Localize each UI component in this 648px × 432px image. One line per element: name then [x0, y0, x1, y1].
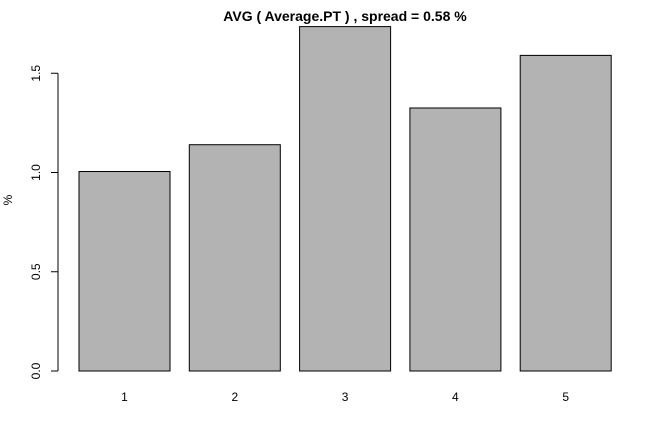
x-tick-label: 3: [342, 390, 349, 404]
x-tick-label: 4: [452, 390, 459, 404]
x-tick-label: 5: [562, 390, 569, 404]
chart-title: AVG ( Average.PT ) , spread = 0.58 %: [223, 8, 467, 24]
x-tick-labels: 1 2 3 4 5: [121, 390, 569, 404]
bars-group: [78, 26, 612, 372]
y-tick-label: 1.5: [29, 65, 43, 82]
bar: [78, 171, 171, 372]
x-tick-label: 1: [121, 390, 128, 404]
y-tick-label: 1.0: [29, 164, 43, 181]
y-axis: 0.0 0.5 1.0 1.5: [29, 65, 59, 379]
y-axis-label: %: [1, 194, 15, 205]
x-tick-label: 2: [231, 390, 238, 404]
y-tick-label: 0.0: [29, 362, 43, 379]
bar: [519, 54, 612, 372]
bar: [299, 26, 392, 372]
y-tick-label: 0.5: [29, 263, 43, 280]
bar: [409, 107, 502, 372]
bar: [188, 144, 281, 372]
